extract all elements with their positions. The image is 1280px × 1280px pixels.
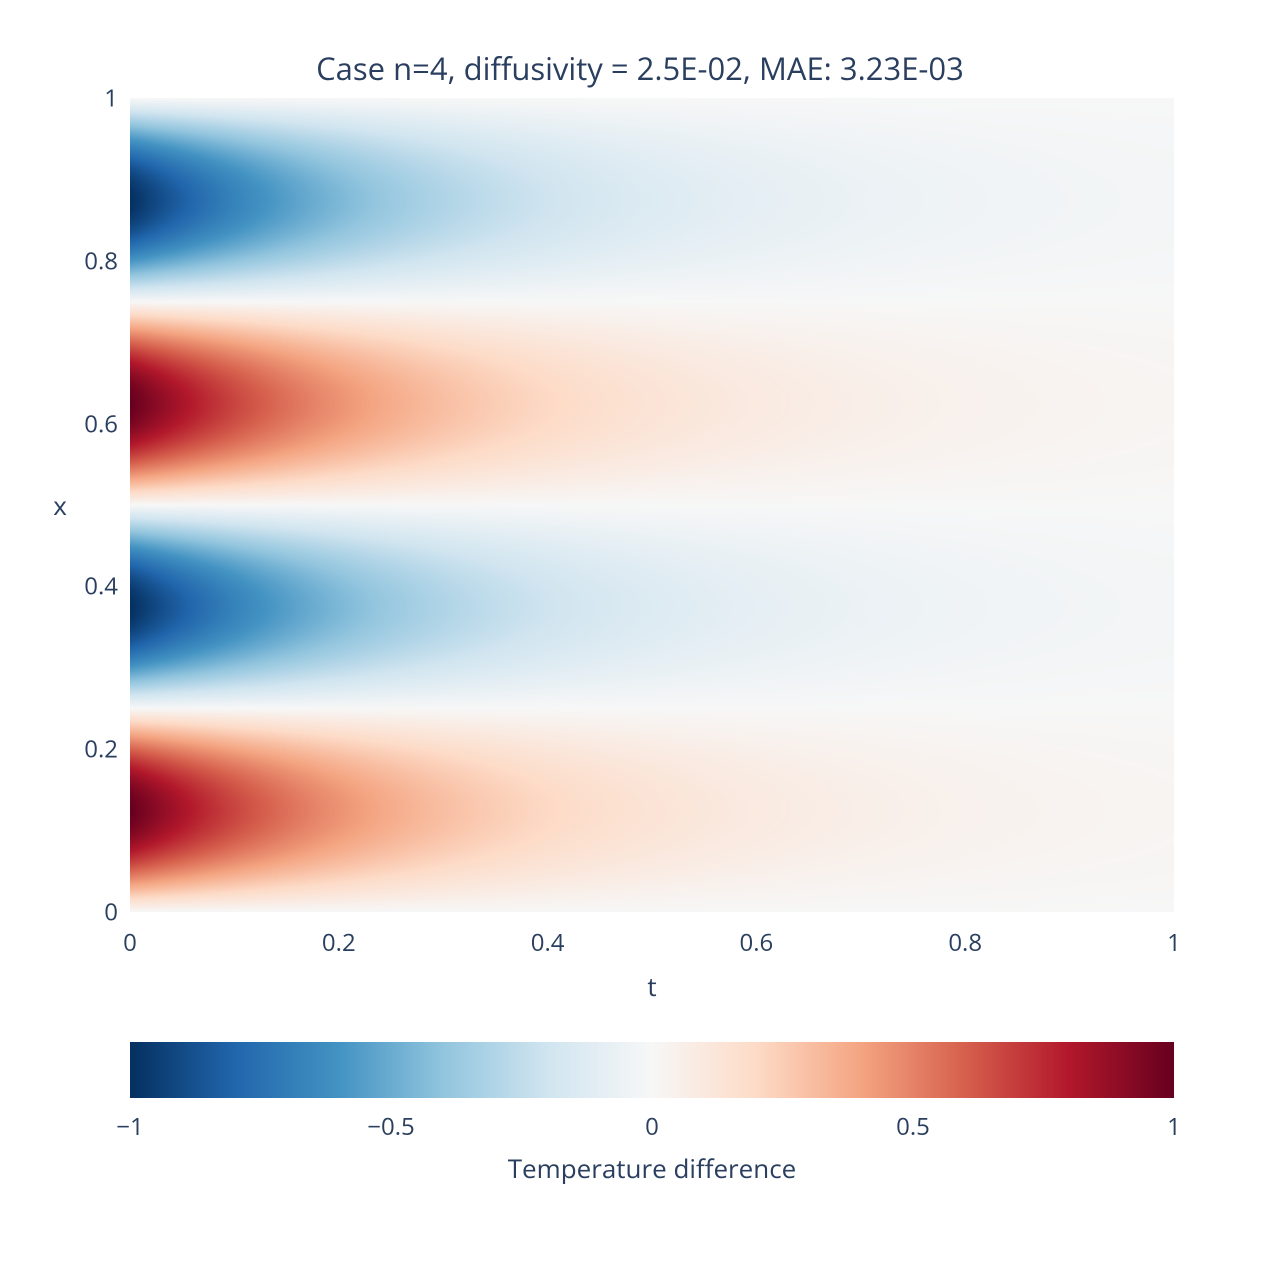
y-tick-label: 1 [104, 82, 118, 115]
colorbar-tick-label: 1 [1167, 1110, 1181, 1143]
x-tick-label: 0.4 [531, 926, 565, 959]
x-axis-label: t [647, 968, 656, 1004]
x-tick-label: 0.8 [948, 926, 982, 959]
y-axis-label: x [53, 487, 67, 523]
y-tick-label: 0 [104, 896, 118, 929]
colorbar-title: Temperature difference [130, 1150, 1174, 1186]
heatmap-plot-area [130, 98, 1174, 912]
colorbar [130, 1042, 1174, 1098]
colorbar-tick-label: 0.5 [896, 1110, 930, 1143]
y-tick-label: 0.2 [84, 733, 118, 766]
y-tick-label: 0.6 [84, 407, 118, 440]
y-tick-label: 0.4 [84, 570, 118, 603]
x-tick-label: 1 [1167, 926, 1181, 959]
colorbar-tick-label: −1 [116, 1110, 143, 1143]
colorbar-gradient [130, 1042, 1174, 1098]
x-tick-label: 0.2 [322, 926, 356, 959]
x-tick-label: 0.6 [740, 926, 774, 959]
colorbar-tick-label: −0.5 [367, 1110, 414, 1143]
heatmap-canvas [130, 98, 1174, 912]
chart-container: Case n=4, diffusivity = 2.5E-02, MAE: 3.… [0, 0, 1280, 1280]
colorbar-tick-label: 0 [645, 1110, 659, 1143]
chart-title: Case n=4, diffusivity = 2.5E-02, MAE: 3.… [0, 48, 1280, 90]
x-tick-label: 0 [123, 926, 137, 959]
y-tick-label: 0.8 [84, 244, 118, 277]
